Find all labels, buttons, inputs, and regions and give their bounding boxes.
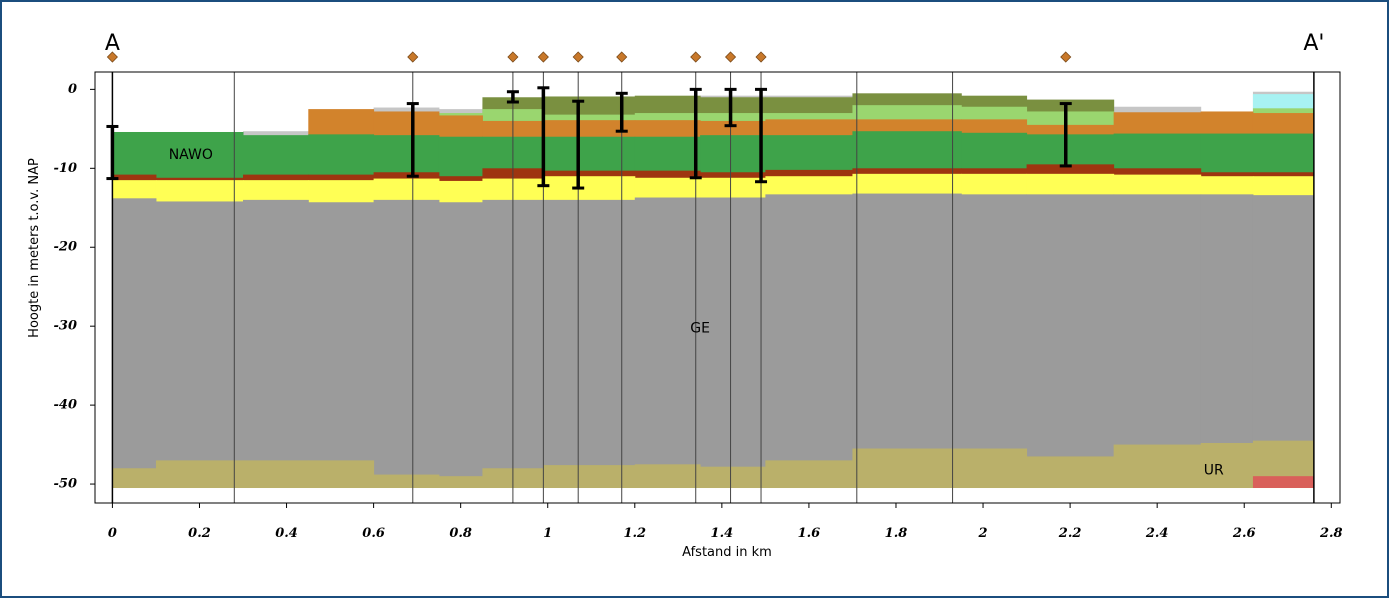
x-tick-label: 2.8: [1319, 526, 1343, 541]
x-tick-label: 0.6: [362, 526, 385, 541]
x-tick-label: 0.2: [188, 526, 211, 541]
y-axis-title: Hoogte in meters t.o.v. NAP: [27, 158, 42, 338]
layer-cell: [156, 460, 244, 488]
y-tick-label: -40: [54, 398, 78, 413]
layer-cell: [1114, 445, 1202, 488]
y-tick-label: -10: [54, 161, 78, 176]
layer-cell: [374, 475, 440, 488]
layer-label: NAWO: [169, 147, 213, 163]
layer-cell: [243, 460, 309, 488]
y-tick-label: -20: [54, 240, 78, 255]
layer-cell: [765, 460, 853, 488]
layer-cell: [852, 449, 961, 488]
x-tick-label: 1: [543, 526, 552, 541]
layer-cell: [439, 202, 483, 488]
layer-cell: [765, 194, 853, 488]
layer-cell: [308, 202, 374, 488]
layer-cell: [1114, 194, 1202, 488]
x-tick-label: 2.4: [1145, 526, 1169, 541]
layer-cell: [1253, 476, 1314, 488]
x-tick-label: 2: [978, 526, 988, 541]
y-tick-label: -50: [54, 477, 78, 492]
layer-cell: [112, 198, 156, 488]
x-tick-label: 0: [108, 526, 117, 541]
x-axis-title: Afstand in km: [682, 545, 772, 560]
layer-cell: [243, 200, 309, 488]
chart: Hoogte in meters t.o.v. NAP Afstand in k…: [0, 0, 1389, 598]
x-tick-label: 1.2: [623, 526, 646, 541]
layer-cell: [700, 467, 766, 488]
x-tick-label: 1.8: [885, 526, 908, 541]
y-tick-label: 0: [68, 82, 77, 97]
layer-cell: [439, 476, 483, 488]
layer-cell: [112, 468, 156, 488]
layer-cell: [1027, 456, 1115, 488]
layer-label: UR: [1204, 463, 1224, 479]
layer-label: GE: [690, 321, 710, 337]
layer-cell: [635, 464, 701, 488]
layer-cell: [635, 198, 701, 488]
layer-cell: [156, 201, 244, 488]
x-tick-label: 0.4: [275, 526, 298, 541]
layer-cell: [961, 449, 1027, 488]
layer-cell: [961, 194, 1027, 488]
layer-cell: [1027, 194, 1115, 488]
y-tick-label: -30: [54, 319, 78, 334]
x-tick-label: 2.2: [1058, 526, 1082, 541]
section-label: A': [1303, 31, 1324, 56]
x-tick-label: 1.4: [711, 526, 734, 541]
x-tick-label: 2.6: [1232, 526, 1256, 541]
layer-cell: [308, 460, 374, 488]
layer-cell: [852, 194, 961, 488]
layer-cell: [700, 198, 766, 488]
x-tick-label: 1.6: [798, 526, 821, 541]
layer-cell: [374, 200, 440, 488]
x-tick-label: 0.8: [449, 526, 472, 541]
